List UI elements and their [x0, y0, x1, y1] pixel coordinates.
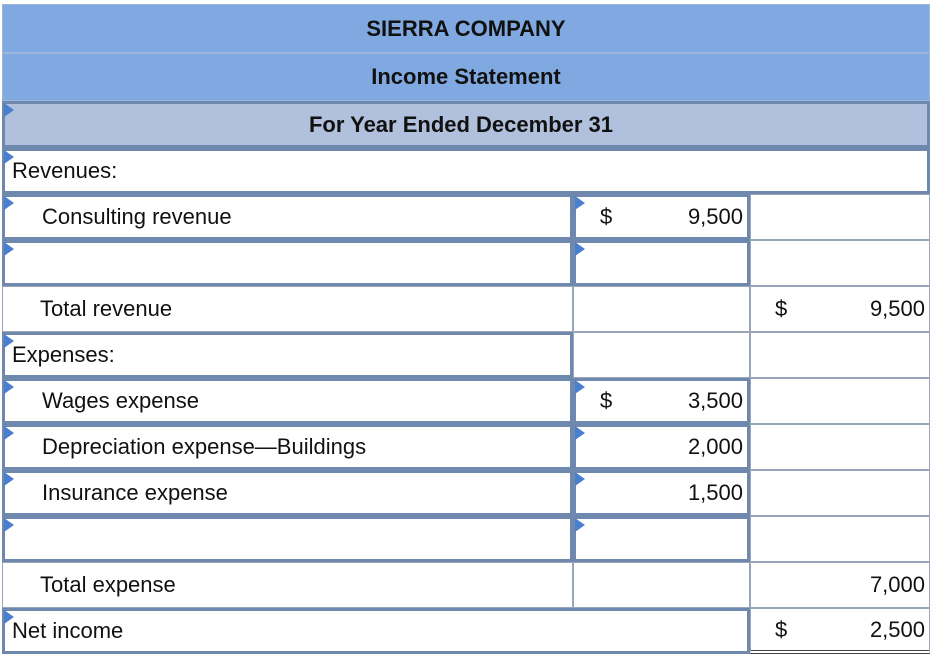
- total-expense-label-cell: Total expense: [2, 562, 573, 608]
- total-cell: [750, 516, 930, 562]
- table-row: [2, 240, 930, 286]
- amount-cell: [573, 286, 750, 332]
- total-revenue-amount: 9,500: [869, 296, 925, 321]
- currency-symbol: $: [775, 296, 788, 321]
- line-item-amount-cell[interactable]: [573, 240, 750, 286]
- total-cell: [750, 332, 930, 378]
- statement-title: Income Statement: [371, 64, 561, 89]
- line-item-label: Insurance expense: [42, 480, 228, 505]
- line-item-amount-cell[interactable]: 1,500: [573, 470, 750, 516]
- line-item-label-cell[interactable]: [2, 240, 573, 286]
- input-marker-icon: [575, 472, 585, 486]
- revenues-heading: Revenues:: [12, 158, 118, 183]
- line-item-amount: 3,500: [687, 388, 743, 413]
- line-item-amount-cell[interactable]: 2,000: [573, 424, 750, 470]
- line-item-amount: 1,500: [687, 480, 743, 505]
- input-marker-icon: [4, 103, 14, 117]
- expenses-heading-row: Expenses:: [2, 332, 930, 378]
- line-item-label-cell[interactable]: Consulting revenue: [2, 194, 573, 240]
- total-expense-row: Total expense 7,000: [2, 562, 930, 608]
- expenses-heading: Expenses:: [12, 342, 115, 367]
- input-marker-icon: [575, 380, 585, 394]
- total-revenue-row: Total revenue $ 9,500: [2, 286, 930, 332]
- table-row: Consulting revenue $ 9,500: [2, 194, 930, 240]
- total-cell: [750, 240, 930, 286]
- amount-cell: [573, 562, 750, 608]
- table-row: Depreciation expense—Buildings 2,000: [2, 424, 930, 470]
- net-income-row: Net income $ 2,500: [2, 608, 930, 654]
- revenues-heading-row: Revenues:: [2, 148, 930, 194]
- input-marker-icon: [4, 334, 14, 348]
- line-item-label-cell[interactable]: [2, 516, 573, 562]
- line-item-amount-cell[interactable]: [573, 516, 750, 562]
- total-revenue-label-cell: Total revenue: [2, 286, 573, 332]
- net-income-cell: $ 2,500: [750, 608, 930, 654]
- input-marker-icon: [4, 196, 14, 210]
- total-cell: [750, 470, 930, 516]
- total-cell: [750, 194, 930, 240]
- input-marker-icon: [575, 426, 585, 440]
- table-row: Wages expense $ 3,500: [2, 378, 930, 424]
- line-item-amount-cell[interactable]: $ 9,500: [573, 194, 750, 240]
- line-item-label-cell[interactable]: Insurance expense: [2, 470, 573, 516]
- total-expense-label: Total expense: [40, 572, 176, 597]
- table-row: Insurance expense 1,500: [2, 470, 930, 516]
- line-item-label: Wages expense: [42, 388, 199, 413]
- period-title: For Year Ended December 31: [308, 111, 614, 137]
- line-item-amount: 9,500: [687, 204, 743, 229]
- period-row[interactable]: For Year Ended December 31: [2, 101, 930, 148]
- net-income-label-cell[interactable]: Net income: [2, 608, 750, 654]
- company-name: SIERRA COMPANY: [366, 15, 566, 41]
- revenues-heading-cell[interactable]: Revenues:: [2, 148, 930, 194]
- input-marker-icon: [4, 472, 14, 486]
- input-marker-icon: [4, 610, 14, 624]
- currency-symbol: $: [775, 616, 788, 642]
- input-marker-icon: [4, 150, 14, 164]
- total-expense-cell: 7,000: [750, 562, 930, 608]
- line-item-label: Depreciation expense—Buildings: [42, 434, 367, 459]
- expenses-heading-cell[interactable]: Expenses:: [2, 332, 573, 378]
- company-name-row: SIERRA COMPANY: [2, 4, 930, 53]
- currency-symbol: $: [600, 204, 613, 229]
- input-marker-icon: [4, 518, 14, 532]
- total-cell: [750, 424, 930, 470]
- line-item-label: Consulting revenue: [42, 204, 232, 229]
- amount-cell: [573, 332, 750, 378]
- line-item-amount: 2,000: [687, 434, 743, 459]
- input-marker-icon: [575, 518, 585, 532]
- input-marker-icon: [4, 380, 14, 394]
- total-cell: [750, 378, 930, 424]
- input-marker-icon: [4, 242, 14, 256]
- line-item-label-cell[interactable]: Depreciation expense—Buildings: [2, 424, 573, 470]
- input-marker-icon: [575, 196, 585, 210]
- net-income-amount: 2,500: [869, 616, 925, 642]
- currency-symbol: $: [600, 388, 613, 413]
- table-row: [2, 516, 930, 562]
- net-income-label: Net income: [12, 618, 124, 643]
- line-item-amount-cell[interactable]: $ 3,500: [573, 378, 750, 424]
- line-item-label-cell[interactable]: Wages expense: [2, 378, 573, 424]
- total-expense-amount: 7,000: [869, 572, 925, 597]
- total-revenue-label: Total revenue: [40, 296, 173, 321]
- total-revenue-cell: $ 9,500: [750, 286, 930, 332]
- input-marker-icon: [575, 242, 585, 256]
- input-marker-icon: [4, 426, 14, 440]
- statement-title-row: Income Statement: [2, 53, 930, 101]
